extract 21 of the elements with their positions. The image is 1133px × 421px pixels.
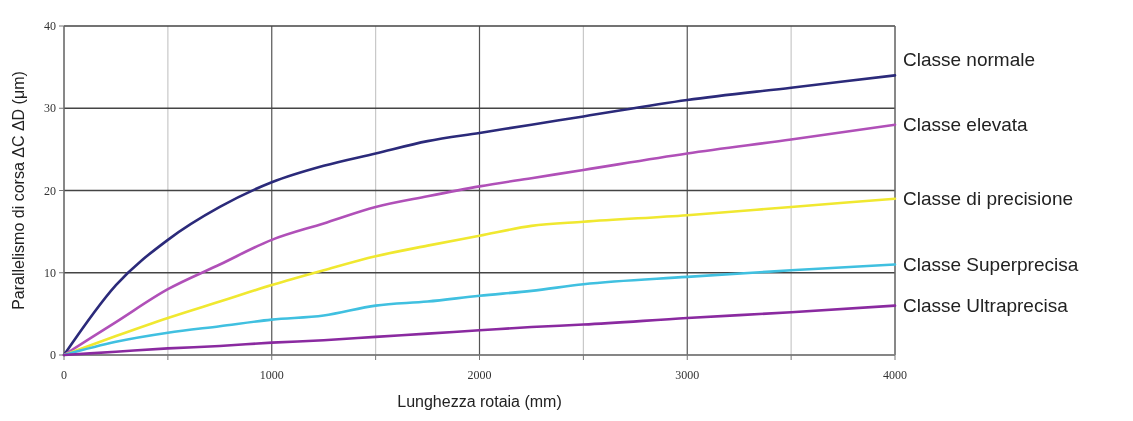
y-axis-title: Parallelismo di corsa ΔC ΔD (μm) <box>10 71 27 310</box>
y-tick-label: 10 <box>44 265 56 280</box>
line-series <box>62 74 897 357</box>
y-tick-label: 0 <box>50 348 56 363</box>
line-series <box>62 304 897 357</box>
x-tick-label: 2000 <box>467 368 492 382</box>
line-series <box>62 197 897 357</box>
y-tick-label: 20 <box>44 183 56 198</box>
x-tick-label: 4000 <box>883 368 907 382</box>
y-tick-label: 30 <box>44 101 56 116</box>
series-label: Classe Superprecisa <box>903 254 1079 276</box>
x-axis-title: Lunghezza rotaia (mm) <box>397 393 562 410</box>
x-tick-label: 1000 <box>259 368 284 382</box>
x-tick-label: 0 <box>61 368 67 382</box>
series-label: Classe normale <box>903 49 1035 70</box>
series-label: Classe di precisione <box>903 188 1074 210</box>
x-tick-label: 3000 <box>675 368 700 382</box>
line-series <box>62 263 897 357</box>
y-tick-label: 40 <box>44 19 56 34</box>
series-label: Classe elevata <box>903 114 1029 136</box>
series-label: Classe Ultraprecisa <box>903 295 1069 317</box>
